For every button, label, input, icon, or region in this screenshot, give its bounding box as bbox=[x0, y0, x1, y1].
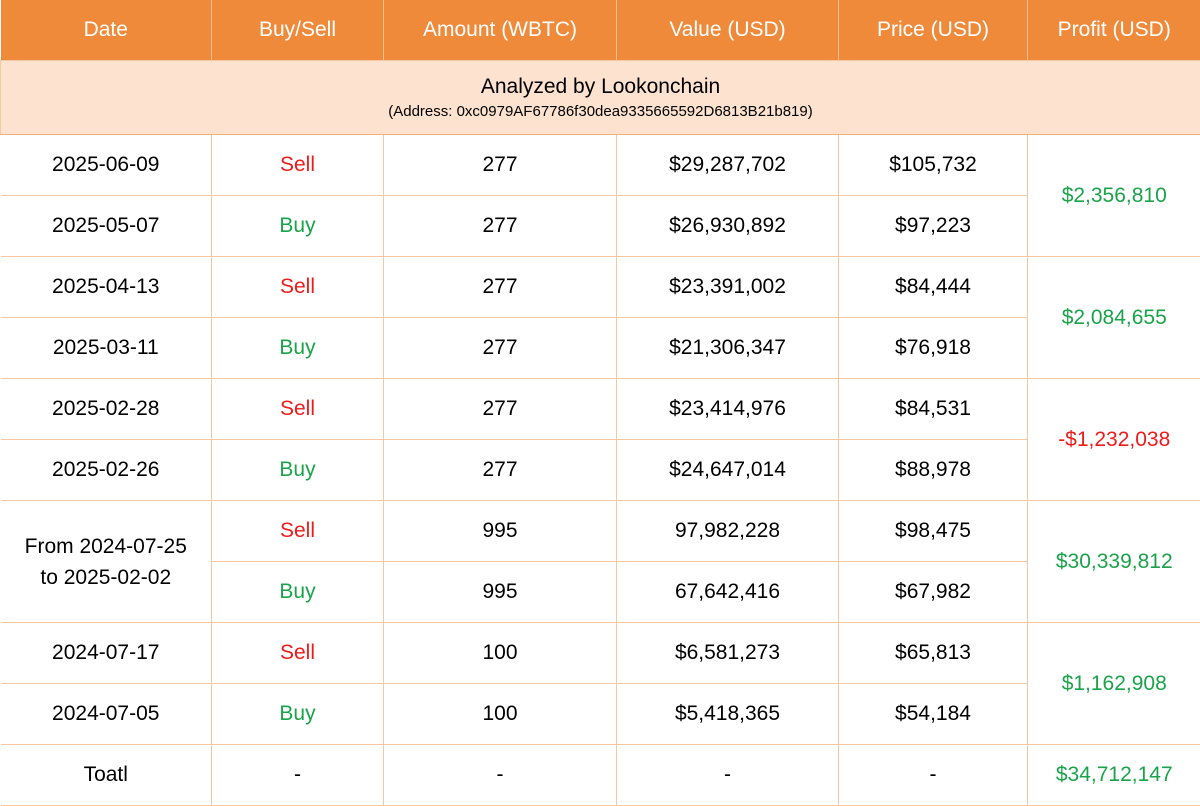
side-cell: Buy bbox=[211, 195, 384, 257]
side-cell: Buy bbox=[211, 683, 384, 745]
side-cell: Sell bbox=[211, 622, 384, 684]
price-cell: $88,978 bbox=[838, 439, 1028, 501]
date-range-end: to 2025-02-02 bbox=[40, 565, 172, 589]
total-side: - bbox=[211, 744, 384, 806]
total-value: - bbox=[616, 744, 839, 806]
price-cell: $67,982 bbox=[838, 561, 1028, 623]
amount-cell: 277 bbox=[383, 378, 617, 440]
date-range-start: From 2024-07-25 bbox=[24, 534, 187, 558]
table-row: 2025-02-28 Sell 277 $23,414,976 $84,531 … bbox=[0, 378, 1200, 501]
table-row: 2025-04-13 Sell 277 $23,391,002 $84,444 … bbox=[0, 256, 1200, 379]
table-body: Analyzed by Lookonchain (Address: 0xc097… bbox=[0, 60, 1200, 806]
total-price: - bbox=[838, 744, 1028, 806]
amount-cell: 995 bbox=[383, 561, 617, 623]
header-value: Value (USD) bbox=[616, 0, 839, 61]
amount-cell: 100 bbox=[383, 683, 617, 745]
profit-cell: $2,084,655 bbox=[1027, 256, 1200, 379]
price-cell: $76,918 bbox=[838, 317, 1028, 379]
price-cell: $84,531 bbox=[838, 378, 1028, 440]
value-cell: $23,414,976 bbox=[616, 378, 839, 440]
value-cell: $29,287,702 bbox=[616, 134, 839, 196]
total-row: Toatl - - - - $34,712,147 bbox=[0, 744, 1200, 806]
profit-cell: -$1,232,038 bbox=[1027, 378, 1200, 501]
table-row: 2024-07-05 Buy 100 $5,418,365 $54,184 bbox=[0, 683, 1200, 745]
header-date: Date bbox=[0, 0, 212, 61]
amount-cell: 277 bbox=[383, 256, 617, 318]
value-cell: $24,647,014 bbox=[616, 439, 839, 501]
date-cell: 2025-02-28 bbox=[0, 378, 212, 440]
date-cell: 2025-02-26 bbox=[0, 439, 212, 501]
total-amount: - bbox=[383, 744, 617, 806]
table-row: 2025-02-26 Buy 277 $24,647,014 $88,978 bbox=[0, 439, 1200, 501]
header-amount: Amount (WBTC) bbox=[383, 0, 617, 61]
banner-cell: Analyzed by Lookonchain (Address: 0xc097… bbox=[0, 60, 1200, 135]
value-cell: $6,581,273 bbox=[616, 622, 839, 684]
amount-cell: 277 bbox=[383, 439, 617, 501]
value-cell: $26,930,892 bbox=[616, 195, 839, 257]
amount-cell: 995 bbox=[383, 500, 617, 562]
price-cell: $65,813 bbox=[838, 622, 1028, 684]
date-range-cell: From 2024-07-25 to 2025-02-02 bbox=[0, 500, 212, 623]
profit-cell: $30,339,812 bbox=[1027, 500, 1200, 623]
side-cell: Buy bbox=[211, 561, 384, 623]
price-cell: $105,732 bbox=[838, 134, 1028, 196]
value-cell: $21,306,347 bbox=[616, 317, 839, 379]
price-cell: $84,444 bbox=[838, 256, 1028, 318]
date-cell: 2025-05-07 bbox=[0, 195, 212, 257]
side-cell: Buy bbox=[211, 439, 384, 501]
date-cell: 2025-04-13 bbox=[0, 256, 212, 318]
header-buy-sell: Buy/Sell bbox=[211, 0, 384, 61]
header-price: Price (USD) bbox=[838, 0, 1028, 61]
amount-cell: 277 bbox=[383, 195, 617, 257]
side-cell: Sell bbox=[211, 256, 384, 318]
price-cell: $97,223 bbox=[838, 195, 1028, 257]
total-profit: $34,712,147 bbox=[1027, 744, 1200, 806]
value-cell: $23,391,002 bbox=[616, 256, 839, 318]
total-label: Toatl bbox=[0, 744, 212, 806]
amount-cell: 100 bbox=[383, 622, 617, 684]
table-row: 2024-07-17 Sell 100 $6,581,273 $65,813 $… bbox=[0, 622, 1200, 745]
banner-address: (Address: 0xc0979AF67786f30dea9335665592… bbox=[388, 102, 813, 120]
amount-cell: 277 bbox=[383, 317, 617, 379]
amount-cell: 277 bbox=[383, 134, 617, 196]
side-cell: Buy bbox=[211, 317, 384, 379]
table-row: 2025-06-09 Sell 277 $29,287,702 $105,732… bbox=[0, 134, 1200, 257]
price-cell: $98,475 bbox=[838, 500, 1028, 562]
date-cell: 2024-07-05 bbox=[0, 683, 212, 745]
profit-cell: $2,356,810 bbox=[1027, 134, 1200, 257]
date-cell: 2025-03-11 bbox=[0, 317, 212, 379]
header-profit: Profit (USD) bbox=[1027, 0, 1200, 61]
header-row: Date Buy/Sell Amount (WBTC) Value (USD) … bbox=[0, 0, 1200, 61]
side-cell: Sell bbox=[211, 134, 384, 196]
value-cell: 97,982,228 bbox=[616, 500, 839, 562]
date-cell: 2024-07-17 bbox=[0, 622, 212, 684]
banner-row: Analyzed by Lookonchain (Address: 0xc097… bbox=[0, 60, 1200, 135]
side-cell: Sell bbox=[211, 378, 384, 440]
date-cell: 2025-06-09 bbox=[0, 134, 212, 196]
price-cell: $54,184 bbox=[838, 683, 1028, 745]
table-row: 2025-05-07 Buy 277 $26,930,892 $97,223 bbox=[0, 195, 1200, 257]
value-cell: $5,418,365 bbox=[616, 683, 839, 745]
value-cell: 67,642,416 bbox=[616, 561, 839, 623]
profit-cell: $1,162,908 bbox=[1027, 622, 1200, 745]
table-row: From 2024-07-25 to 2025-02-02 Sell 995 9… bbox=[0, 500, 1200, 623]
side-cell: Sell bbox=[211, 500, 384, 562]
table-row: 2025-03-11 Buy 277 $21,306,347 $76,918 bbox=[0, 317, 1200, 379]
banner-title: Analyzed by Lookonchain bbox=[480, 74, 721, 98]
table-header: Date Buy/Sell Amount (WBTC) Value (USD) … bbox=[0, 0, 1200, 61]
